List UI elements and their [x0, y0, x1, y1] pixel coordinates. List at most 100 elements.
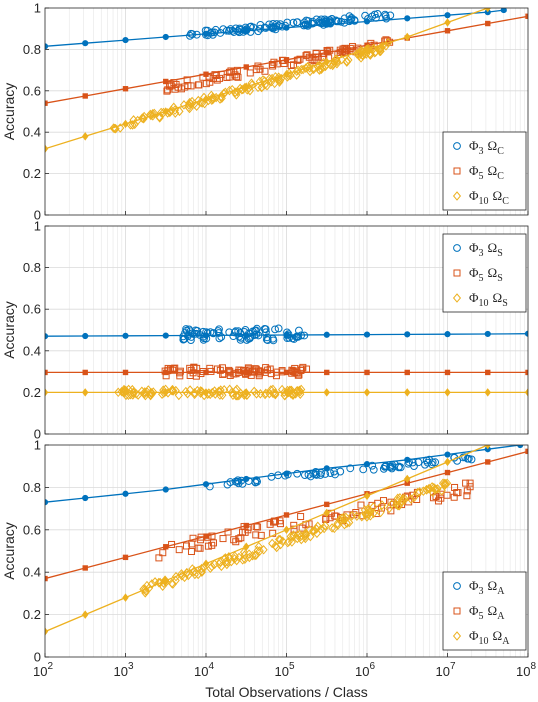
data-point — [230, 551, 239, 561]
data-point — [266, 385, 275, 395]
fit-point — [243, 369, 249, 376]
x-tick-label: 103 — [113, 661, 133, 679]
fit-point — [202, 481, 210, 488]
data-point — [214, 386, 223, 397]
data-point — [225, 26, 233, 35]
data-point — [229, 332, 238, 341]
fit-point — [122, 332, 129, 339]
fit-point — [283, 57, 290, 63]
data-point — [146, 390, 155, 401]
data-point — [213, 76, 221, 84]
fit-point — [323, 465, 330, 472]
data-point — [397, 496, 406, 507]
data-point — [252, 531, 260, 539]
fit-point — [444, 388, 451, 397]
fit-point — [500, 8, 507, 14]
legend-entry: Φ10 ΩS — [469, 290, 508, 309]
data-point — [260, 76, 269, 86]
fit-point — [484, 388, 491, 397]
data-point — [312, 471, 321, 479]
data-point — [141, 390, 150, 401]
fit-point — [444, 451, 451, 458]
data-point — [293, 369, 301, 377]
data-point — [340, 519, 349, 530]
data-point — [207, 561, 216, 572]
legend-marker — [453, 142, 461, 150]
data-point — [234, 327, 243, 335]
fit-point — [82, 40, 89, 47]
fit-point — [484, 330, 491, 338]
fit-point — [363, 331, 371, 338]
data-point — [197, 536, 205, 544]
data-point — [301, 528, 310, 539]
data-point — [437, 490, 445, 498]
data-point — [268, 73, 277, 84]
data-point — [268, 23, 277, 32]
data-point — [380, 462, 389, 471]
fit-point — [524, 330, 528, 337]
legend-entry: Φ10 ΩA — [469, 628, 510, 647]
data-point — [140, 111, 149, 122]
fit-point — [122, 369, 129, 376]
data-point — [274, 74, 283, 85]
data-point — [224, 528, 232, 536]
panel-top: 0 0.2 0.4 0.6 0.8 1 Accuracy Φ3 ΩC Φ5 ΩC Φ10 ΩC — [1, 1, 529, 223]
data-point — [188, 547, 196, 555]
data-point — [217, 333, 226, 341]
data-point — [197, 386, 206, 397]
fit-point — [364, 369, 370, 376]
data-point — [341, 512, 350, 523]
data-point — [254, 523, 262, 531]
data-point — [225, 384, 234, 395]
data-point — [375, 44, 384, 55]
data-point — [221, 557, 230, 567]
legend-entry: Φ5 ΩS — [469, 265, 503, 284]
data-point — [398, 494, 407, 504]
fit-point — [122, 388, 129, 397]
data-point — [214, 327, 223, 335]
fit-point — [122, 554, 129, 561]
fit-point — [243, 64, 249, 70]
data-point — [225, 366, 233, 374]
fit-point — [363, 18, 371, 25]
data-point — [180, 572, 189, 583]
x-tick-label: 106 — [355, 661, 375, 679]
data-point — [287, 62, 295, 70]
data-point — [185, 97, 194, 108]
data-point — [346, 464, 355, 473]
data-point — [357, 501, 365, 509]
data-point — [289, 530, 298, 540]
data-point — [342, 518, 351, 528]
fit-point — [363, 491, 371, 501]
data-point — [128, 384, 137, 395]
data-point — [171, 385, 180, 396]
data-point — [175, 546, 183, 554]
data-point — [297, 64, 306, 75]
legend: Φ3 ΩA Φ5 ΩA Φ10 ΩA — [442, 571, 527, 651]
data-point — [345, 517, 354, 528]
fit-point — [162, 33, 169, 41]
fit-point — [363, 45, 371, 54]
data-point — [424, 483, 433, 494]
fit-point — [243, 82, 250, 91]
data-point — [294, 332, 302, 341]
axes-box — [44, 444, 529, 658]
data-point — [304, 20, 312, 29]
data-point — [415, 487, 424, 497]
data-point — [366, 511, 375, 521]
data-point — [373, 9, 382, 18]
data-point — [231, 477, 240, 486]
data-point — [192, 329, 201, 338]
data-point — [269, 336, 278, 345]
fit-point — [45, 144, 49, 153]
fit-line — [45, 8, 489, 150]
data-point — [205, 74, 213, 82]
panel-middle: 0 0.2 0.4 0.6 0.8 1 Accuracy Φ3 ΩS Φ5 ΩS Φ10 ΩS — [1, 219, 529, 442]
y-axis-label: Accuracy — [1, 83, 17, 141]
data-point — [297, 513, 305, 521]
data-point — [370, 10, 379, 19]
axes-box — [44, 225, 529, 435]
y-tick-label: 0.6 — [23, 302, 41, 317]
fit-point — [162, 388, 169, 397]
fit-point — [45, 627, 49, 636]
